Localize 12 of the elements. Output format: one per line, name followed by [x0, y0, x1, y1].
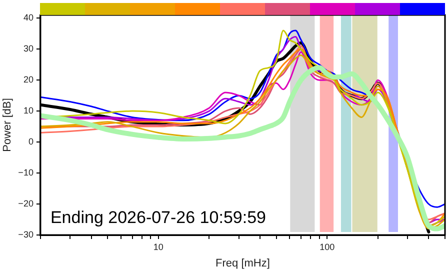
y-tick-label: 40	[23, 12, 34, 23]
y-axis-title: Power [dB]	[2, 98, 14, 152]
y-tick-label: −20	[18, 198, 34, 208]
y-tick-label: 10	[23, 106, 34, 116]
y-tick-label: 20	[23, 74, 34, 85]
y-tick-label: −30	[18, 229, 34, 240]
annotation: Ending 2026-07-26 10:59:59	[50, 208, 266, 228]
x-axis-title: Freq [mHz]	[216, 257, 270, 270]
y-tick-label: 30	[23, 44, 34, 54]
x-tick-label: 100	[320, 242, 335, 252]
y-tick-label: −10	[18, 168, 34, 178]
y-tick-label: 0	[28, 136, 34, 147]
